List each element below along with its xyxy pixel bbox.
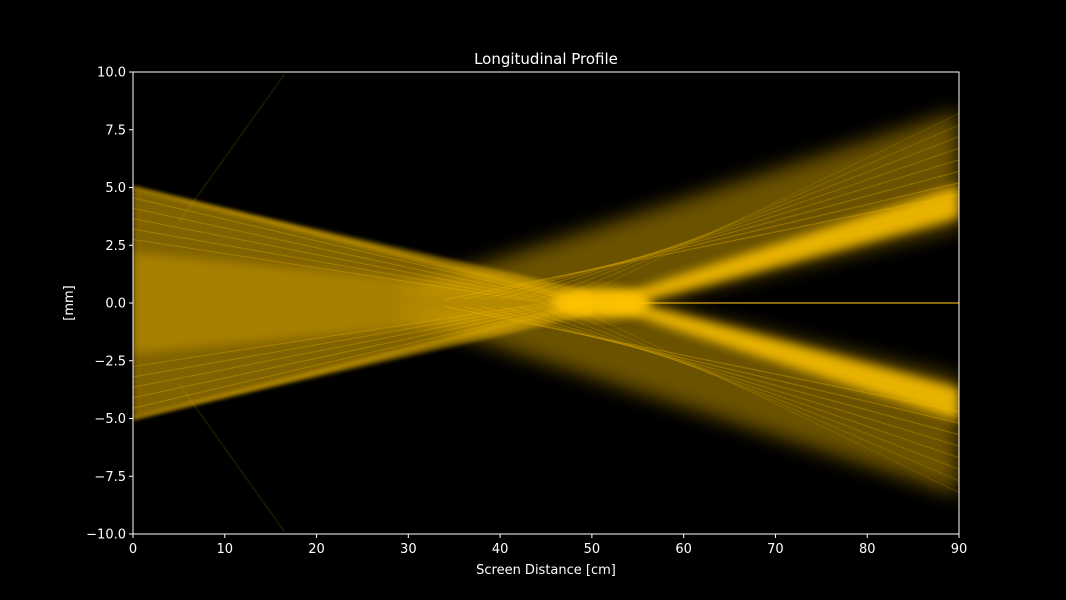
x-tick-label: 70	[767, 542, 784, 557]
x-tick-label: 40	[492, 542, 509, 557]
fringe-lower	[463, 305, 959, 424]
fringe-lower	[481, 305, 959, 436]
converging-fringe-lower	[133, 302, 565, 388]
fringe-lower	[499, 305, 959, 447]
fringe-upper	[463, 182, 959, 301]
converging-fringe-lower	[133, 302, 547, 368]
fringe-lower	[536, 305, 959, 470]
converging-fringe-lower	[133, 302, 583, 409]
ghost-ray-upper	[178, 73, 286, 223]
fringe-upper	[481, 170, 959, 301]
fringe-upper	[536, 136, 959, 301]
fringe-upper	[554, 124, 959, 301]
chart-title: Longitudinal Profile	[474, 50, 618, 68]
y-tick-label: 5.0	[105, 181, 126, 196]
fringe-upper	[518, 147, 959, 301]
y-tick-label: 2.5	[105, 239, 126, 254]
fringe-lower	[554, 305, 959, 482]
x-axis-label: Screen Distance [cm]	[476, 563, 616, 578]
y-tick-label: −2.5	[94, 354, 126, 369]
y-tick-label: −7.5	[94, 470, 126, 485]
fringe-lower	[444, 305, 959, 413]
diverging-branch-upper	[591, 185, 959, 303]
beam-layer	[133, 73, 959, 533]
x-tick-label: 90	[951, 542, 968, 557]
y-tick-label: −5.0	[94, 412, 126, 427]
fringe-lower	[518, 305, 959, 459]
x-tick-label: 20	[308, 542, 325, 557]
y-tick-label: 0.0	[105, 297, 126, 312]
y-axis-label: [mm]	[62, 285, 77, 320]
x-tick-label: 10	[217, 542, 234, 557]
x-tick-label: 30	[400, 542, 417, 557]
x-tick-label: 50	[584, 542, 601, 557]
converging-fringe-upper	[133, 207, 574, 304]
x-tick-label: 0	[129, 542, 137, 557]
y-tick-label: 10.0	[97, 66, 126, 81]
edge-ray-upper	[133, 186, 593, 305]
diverging-branch-lower	[591, 303, 959, 421]
x-tick-label: 80	[859, 542, 876, 557]
converging-fringe-upper	[133, 197, 583, 304]
x-tick-label: 60	[675, 542, 692, 557]
converging-fringe-upper	[133, 218, 565, 304]
fringe-upper	[499, 159, 959, 301]
fringe-upper	[444, 193, 959, 301]
fringe-upper	[573, 113, 959, 301]
fringe-lower	[573, 305, 959, 493]
converging-fringe-lower	[133, 302, 556, 378]
y-tick-label: −10.0	[86, 528, 126, 543]
ghost-ray-lower	[178, 383, 286, 533]
x-axis: 0 10 20 30 40 50 60 70 80 90	[129, 534, 967, 557]
y-axis: −10.0 −7.5 −5.0 −2.5 0.0 2.5 5.0 7.5 10.0	[86, 66, 133, 543]
converging-fringe-upper	[133, 228, 556, 304]
edge-ray-lower	[133, 301, 593, 420]
converging-fringe-lower	[133, 302, 574, 399]
y-tick-label: 7.5	[105, 123, 126, 138]
converging-fringe-upper	[133, 238, 547, 304]
